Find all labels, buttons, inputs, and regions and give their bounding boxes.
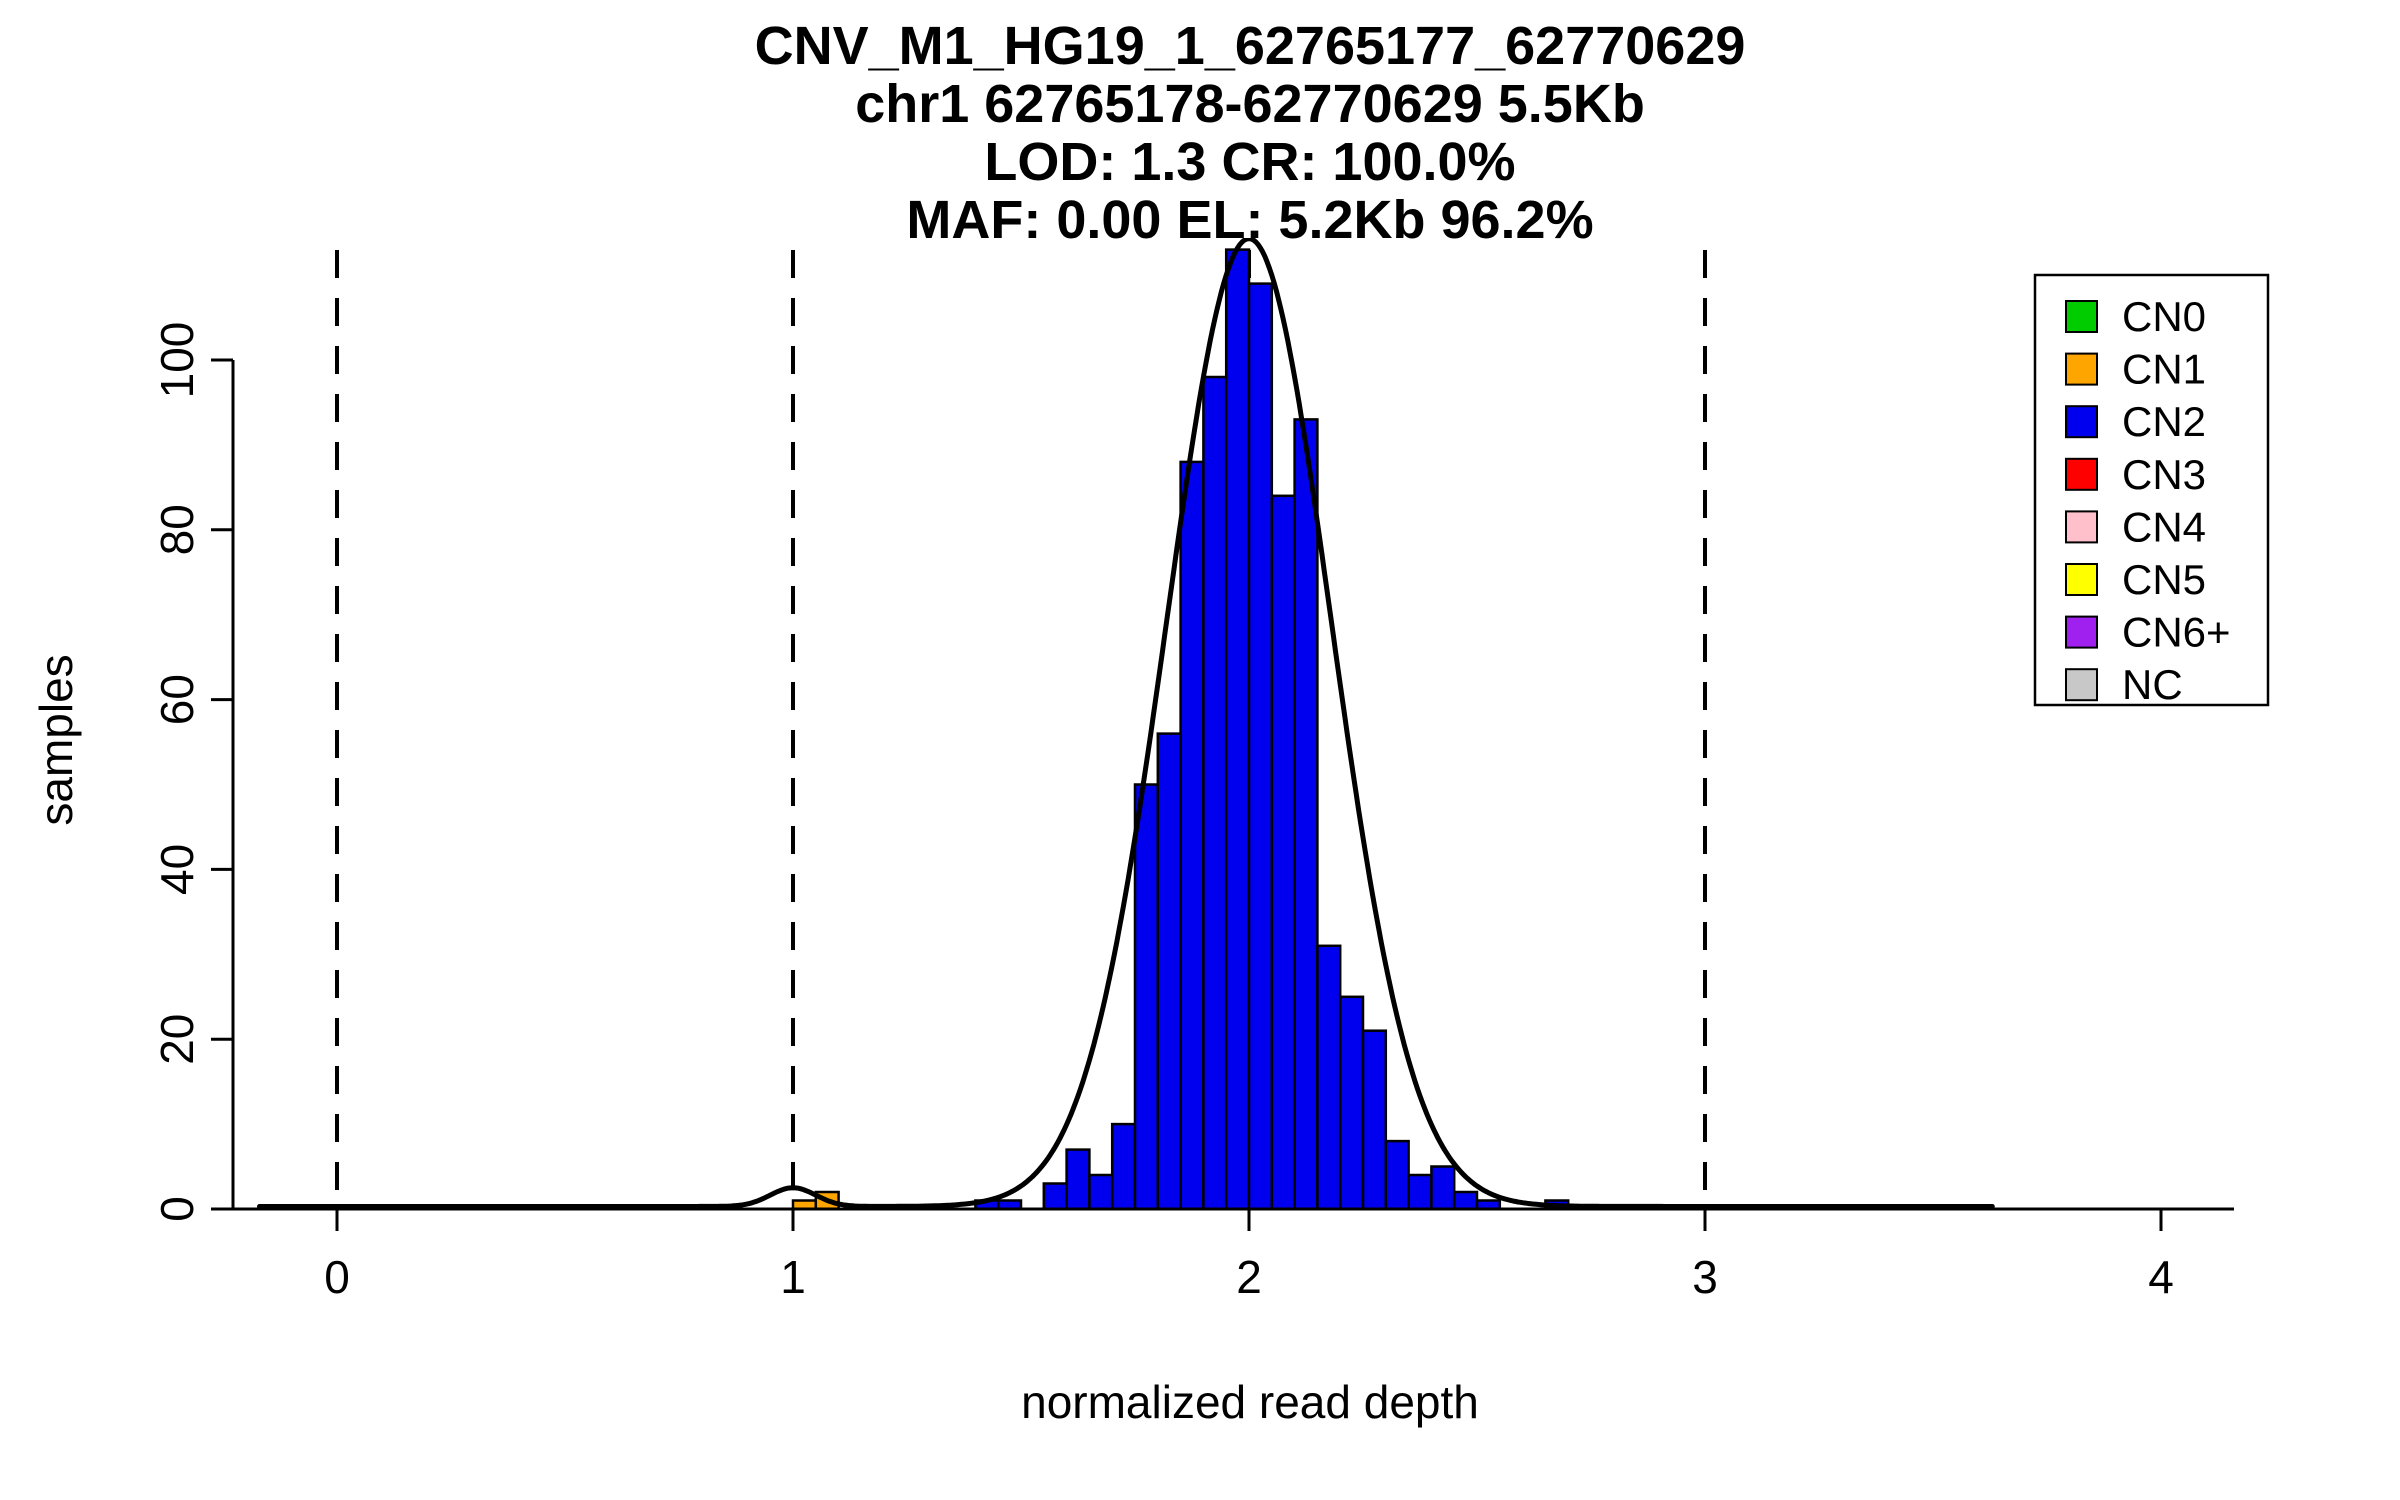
hist-bar-CN2 bbox=[1247, 282, 1274, 1211]
legend-label-CN4: CN4 bbox=[2122, 503, 2206, 550]
legend-swatch-CN4 bbox=[2065, 510, 2098, 544]
legend-label-CN1: CN1 bbox=[2122, 346, 2206, 393]
legend-swatch-CN6+ bbox=[2065, 615, 2098, 649]
x-tick-label: 1 bbox=[780, 1251, 806, 1303]
density-curve bbox=[257, 238, 1995, 1209]
legend-label-NC: NC bbox=[2122, 661, 2183, 708]
density-curve-path bbox=[257, 238, 1995, 1209]
y-axis: 0 20 40 60 80 100 bbox=[151, 322, 235, 1222]
hist-bar-CN2 bbox=[1156, 732, 1182, 1211]
legend-label-CN2: CN2 bbox=[2122, 398, 2206, 445]
hist-bar-CN2 bbox=[1361, 1029, 1388, 1211]
y-tick-label: 60 bbox=[151, 674, 203, 725]
x-axis: 0 1 2 3 4 bbox=[233, 1207, 2234, 1303]
histogram-bars bbox=[791, 248, 1570, 1211]
title-line-2: chr1 62765178-62770629 5.5Kb bbox=[855, 74, 1645, 134]
plot-title: CNV_M1_HG19_1_62765177_62770629 chr1 627… bbox=[755, 16, 1746, 250]
copy-number-guide-lines bbox=[335, 250, 1707, 1209]
x-tick-label: 2 bbox=[1236, 1251, 1262, 1303]
legend-swatch-CN2 bbox=[2065, 405, 2098, 439]
hist-bar-CN2 bbox=[1338, 995, 1365, 1211]
hist-bar-CN2 bbox=[1065, 1148, 1091, 1211]
legend-label-CN0: CN0 bbox=[2122, 293, 2206, 340]
y-tick-label: 20 bbox=[151, 1014, 203, 1065]
y-axis-label: samples bbox=[30, 654, 82, 825]
legend-swatch-CN1 bbox=[2065, 352, 2098, 386]
x-tick-label: 3 bbox=[1692, 1251, 1718, 1303]
y-tick-label: 80 bbox=[151, 504, 203, 555]
legend-swatch-CN5 bbox=[2065, 563, 2098, 596]
hist-bar-CN2 bbox=[1179, 460, 1205, 1211]
legend-swatch-CN3 bbox=[2065, 457, 2098, 491]
legend-label-CN5: CN5 bbox=[2122, 556, 2206, 603]
legend: CN0 CN1 CN2 CN3 CN4 CN5 CN6+ NC bbox=[2033, 273, 2270, 708]
hist-bar-CN2 bbox=[1042, 1182, 1068, 1211]
x-tick-label: 4 bbox=[2148, 1251, 2174, 1303]
legend-swatch-CN0 bbox=[2065, 300, 2098, 333]
x-tick-label: 0 bbox=[324, 1251, 350, 1303]
x-axis-label: normalized read depth bbox=[1021, 1376, 1479, 1428]
legend-items: CN0 CN1 CN2 CN3 CN4 CN5 CN6+ NC bbox=[2065, 293, 2231, 708]
hist-bar-CN2 bbox=[1316, 944, 1342, 1211]
hist-bar-CN2 bbox=[1430, 1165, 1456, 1211]
hist-bar-CN2 bbox=[1407, 1173, 1433, 1211]
hist-bar-CN2 bbox=[1384, 1139, 1410, 1211]
hist-bar-CN2 bbox=[1224, 248, 1251, 1211]
hist-bar-CN2 bbox=[1088, 1173, 1114, 1211]
y-tick-label: 0 bbox=[151, 1196, 203, 1222]
hist-bar-CN2 bbox=[1270, 494, 1296, 1211]
hist-bar-CN2 bbox=[1110, 1122, 1137, 1211]
legend-swatch-NC bbox=[2065, 668, 2098, 702]
legend-label-CN6+: CN6+ bbox=[2122, 609, 2231, 656]
y-tick-label: 40 bbox=[151, 844, 203, 895]
hist-bar-CN2 bbox=[1133, 783, 1160, 1211]
legend-label-CN3: CN3 bbox=[2122, 451, 2206, 498]
hist-bar-CN2 bbox=[1293, 418, 1319, 1211]
title-line-3: LOD: 1.3 CR: 100.0% bbox=[984, 132, 1515, 192]
hist-bar-CN2 bbox=[1202, 375, 1228, 1211]
title-line-1: CNV_M1_HG19_1_62765177_62770629 bbox=[755, 16, 1746, 76]
hist-bar-CN2 bbox=[1452, 1190, 1479, 1211]
y-tick-label: 100 bbox=[151, 322, 203, 399]
